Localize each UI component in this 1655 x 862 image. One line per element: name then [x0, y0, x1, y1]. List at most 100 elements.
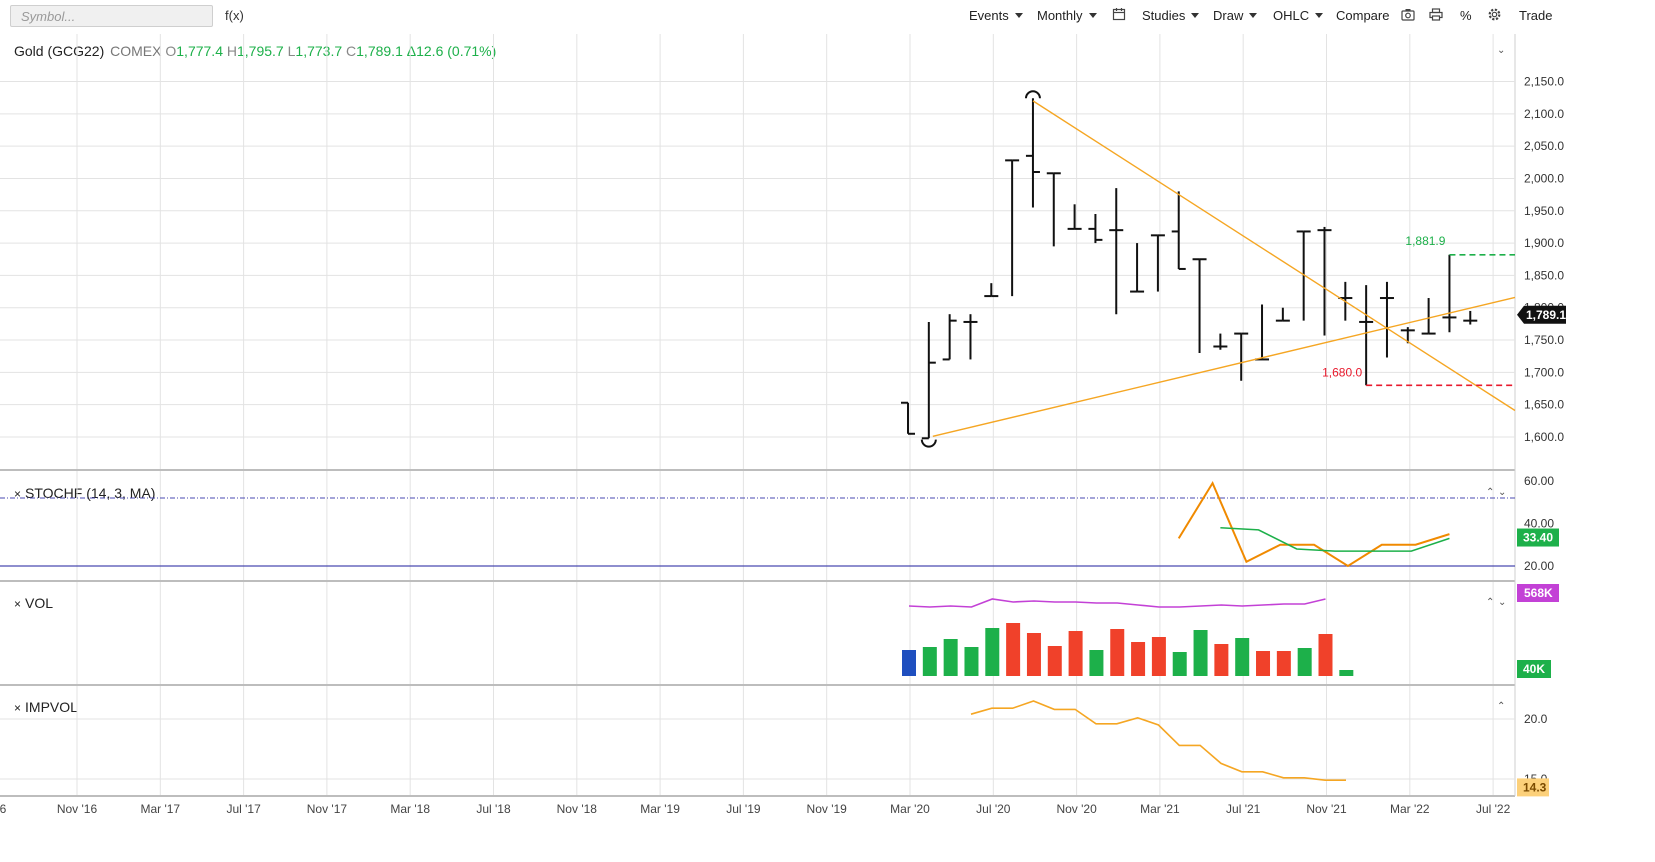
x-tick-label: Nov '21	[1306, 802, 1347, 816]
impvol-pane-up-button[interactable]: ⌃	[1497, 701, 1506, 712]
impvol-pane-title: × IMPVOL	[14, 699, 78, 715]
close-label: C	[346, 43, 357, 59]
x-tick-label: Jul '19	[726, 802, 761, 816]
price-axis-label: 2,000.0	[1524, 171, 1564, 185]
volume-bar	[1151, 637, 1166, 676]
high-level-label: 1,881.9	[1405, 234, 1445, 248]
price-axis-label: 1,600.0	[1524, 430, 1564, 444]
open-label: O	[165, 43, 177, 59]
stoch-axis-label: 60.00	[1524, 474, 1554, 488]
last-price-tag	[1517, 305, 1566, 324]
x-tick-label: Jul '20	[976, 802, 1011, 816]
vol-pane-down-button[interactable]: ⌄	[1498, 597, 1507, 608]
volume-bar	[1235, 638, 1250, 676]
volume-ma-label: 568K	[1524, 586, 1553, 600]
volume-bar	[1068, 631, 1083, 676]
volume-bar	[985, 628, 1000, 676]
open-value: 1,777.4	[176, 43, 223, 59]
events-menu[interactable]: Events	[969, 8, 1023, 23]
chart-type-label: OHLC	[1273, 8, 1310, 23]
stoch-axis-label: 20.00	[1524, 559, 1554, 573]
low-value: 1,773.7	[295, 43, 343, 59]
volume-last-tag	[1517, 660, 1551, 678]
volume-bar	[1297, 648, 1312, 676]
close-icon[interactable]: ×	[14, 701, 22, 715]
stoch-last-tag	[1517, 528, 1559, 547]
close-icon[interactable]: ×	[14, 487, 22, 501]
volume-bar	[1172, 652, 1187, 676]
price-axis-label: 1,750.0	[1524, 333, 1564, 347]
percent-button[interactable]: %	[1460, 8, 1472, 23]
price-axis-label: 2,100.0	[1524, 107, 1564, 121]
impvol-last-tag	[1517, 778, 1549, 797]
chart-canvas[interactable]: 6 Nov '16 Mar '17 Jul '17 Nov '17 Mar '18 Jul …	[0, 34, 1655, 862]
low-level-label: 1,680.0	[1322, 365, 1362, 379]
volume-bar	[1214, 644, 1229, 676]
camera-icon[interactable]	[1401, 8, 1415, 24]
compare-button[interactable]: Compare	[1336, 8, 1390, 23]
volume-bar	[1131, 642, 1146, 676]
volume-last-label: 40K	[1523, 662, 1545, 676]
stoch-last-label: 33.40	[1523, 531, 1553, 545]
chart-toolbar: f(x) Events Monthly Studies Draw OHLC Co…	[0, 0, 1655, 34]
low-label: L	[287, 43, 296, 59]
price-axis-label: 1,700.0	[1524, 365, 1564, 379]
x-tick-label: Nov '17	[307, 802, 348, 816]
last-price-label: 1,789.1	[1526, 308, 1566, 322]
stoch-pane-up-button[interactable]: ⌃	[1486, 487, 1495, 498]
stoch-pane-title: × STOCHF (14, 3, MA)	[14, 485, 155, 501]
volume-bar	[1318, 634, 1333, 676]
stoch-axis-label: 40.00	[1524, 517, 1554, 531]
price-axis-label: 2,050.0	[1524, 139, 1564, 153]
studies-menu[interactable]: Studies	[1142, 8, 1200, 23]
volume-bar	[943, 639, 958, 676]
price-axis-label: 1,650.0	[1524, 398, 1564, 412]
x-tick-label: Jul '22	[1476, 802, 1511, 816]
vol-pane-title: × VOL	[14, 595, 53, 611]
stoch-d-line	[1220, 526, 1450, 552]
x-tick-label: Mar '22	[1390, 802, 1430, 816]
vol-pane-up-button[interactable]: ⌃	[1486, 597, 1495, 608]
x-tick-label: Jul '18	[476, 802, 511, 816]
function-button[interactable]: f(x)	[225, 8, 244, 23]
draw-menu[interactable]: Draw	[1213, 8, 1258, 23]
high-label: H	[226, 43, 237, 59]
x-tick-label: Nov '19	[807, 802, 848, 816]
volume-bar	[1193, 630, 1208, 676]
calendar-icon[interactable]	[1112, 7, 1126, 24]
chevron-down-icon	[1088, 13, 1097, 18]
trade-button[interactable]: Trade	[1519, 8, 1553, 23]
chevron-down-icon	[1014, 13, 1023, 18]
period-menu[interactable]: Monthly	[1037, 8, 1097, 23]
period-label: Monthly	[1037, 8, 1083, 23]
x-tick-label: Mar '20	[890, 802, 930, 816]
x-tick-label: Jul '17	[226, 802, 261, 816]
volume-ma-line	[908, 598, 1326, 608]
stoch-k-line	[1177, 480, 1450, 568]
x-tick-label: Mar '19	[640, 802, 680, 816]
chart-type-menu[interactable]: OHLC	[1273, 8, 1324, 23]
print-icon[interactable]	[1429, 8, 1443, 24]
x-tick-label: Mar '21	[1140, 802, 1180, 816]
settings-icon[interactable]	[1487, 7, 1502, 25]
quote-header: Gold (GCG22) COMEX O1,777.4 H1,795.7 L1,…	[14, 43, 496, 59]
x-tick-label: Nov '20	[1056, 802, 1097, 816]
symbol-search-input[interactable]	[10, 5, 213, 27]
price-pane-collapse-button[interactable]: ⌄	[1497, 45, 1506, 56]
high-value: 1,795.7	[237, 43, 284, 59]
impvol-last-label: 14.3	[1523, 780, 1547, 794]
events-label: Events	[969, 8, 1009, 23]
volume-bar	[1089, 650, 1104, 676]
volume-bar	[1276, 651, 1291, 676]
close-icon[interactable]: ×	[14, 597, 22, 611]
exchange-label: COMEX	[110, 43, 162, 59]
volume-bar	[1256, 651, 1271, 676]
trendline-upper	[1032, 100, 1516, 412]
volume-bar	[922, 647, 937, 676]
stoch-title-label: STOCHF (14, 3, MA)	[25, 485, 156, 501]
volume-bar	[964, 647, 979, 676]
stoch-pane-down-button[interactable]: ⌄	[1498, 487, 1507, 498]
impvol-line	[970, 700, 1346, 782]
x-tick-label: Mar '18	[390, 802, 430, 816]
x-tick-label: 6	[0, 802, 7, 816]
